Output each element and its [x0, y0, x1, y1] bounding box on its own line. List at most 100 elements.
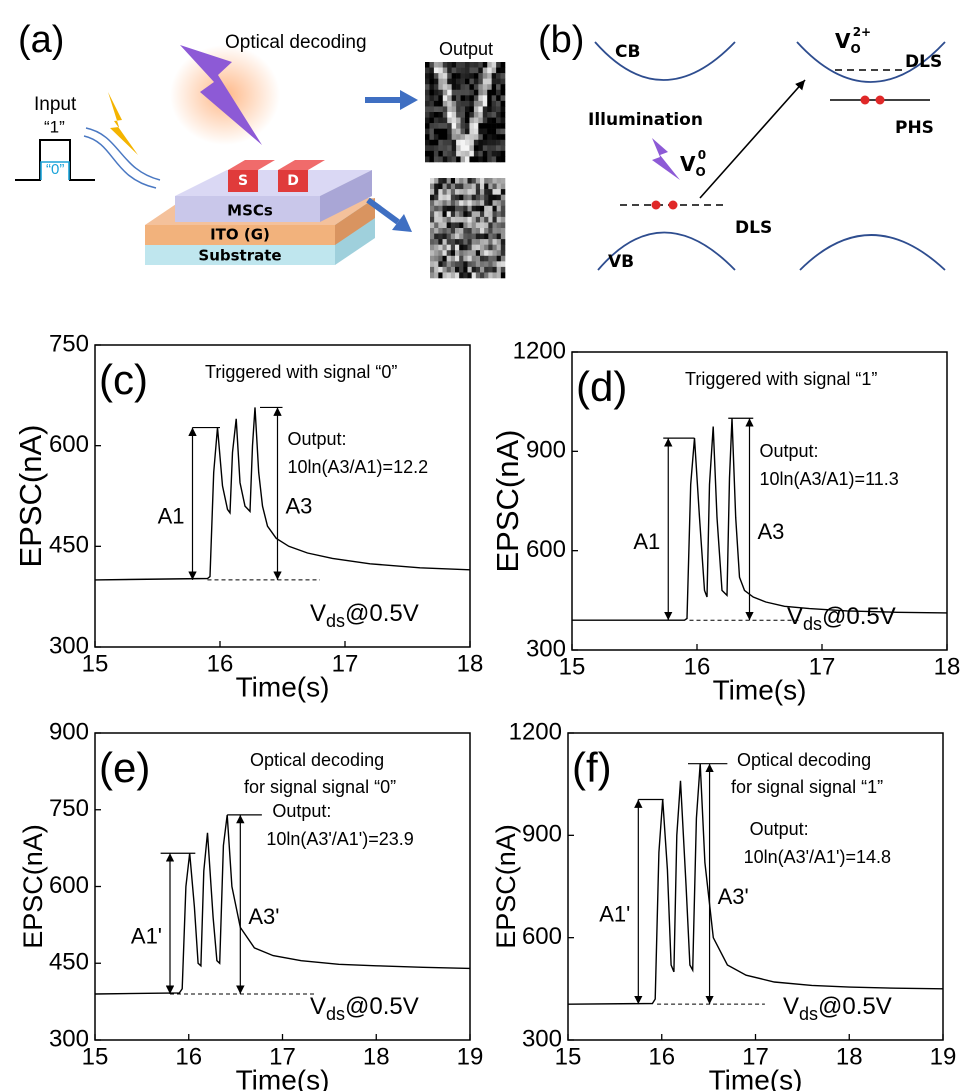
pixel — [438, 178, 442, 184]
pixel — [497, 267, 501, 273]
y-tick-label: 600 — [522, 923, 562, 950]
pixel — [429, 101, 434, 107]
arrow-head — [400, 90, 418, 110]
pixel — [451, 217, 455, 223]
pixel — [478, 123, 483, 129]
bias-symbol: V — [310, 993, 326, 1020]
pixel — [497, 217, 501, 223]
pixel — [443, 95, 448, 101]
pixel — [487, 79, 492, 85]
pixel — [455, 178, 459, 184]
pixel — [455, 195, 459, 201]
pixel — [434, 267, 438, 273]
pixel — [469, 123, 474, 129]
pixel — [472, 272, 476, 278]
pixel — [492, 73, 497, 79]
x-tick-label: 19 — [930, 1043, 957, 1070]
pixel — [487, 101, 492, 107]
pixel — [474, 73, 479, 79]
pixel — [488, 267, 492, 273]
pixel — [478, 118, 483, 124]
pixel — [425, 101, 430, 107]
pixel — [425, 112, 430, 118]
pixel — [469, 129, 474, 135]
panel-a: (a) Optical decoding Input “1” “0” S D M… — [15, 19, 505, 278]
pixel — [501, 261, 505, 267]
signal-zero: “0” — [46, 161, 64, 178]
pixel — [488, 200, 492, 206]
pixel — [455, 261, 459, 267]
pixel — [480, 195, 484, 201]
pixel — [452, 112, 457, 118]
pixel — [434, 200, 438, 206]
symbol: V — [680, 152, 696, 176]
y-axis-title: EPSC(nA) — [490, 430, 525, 573]
pixel — [443, 184, 447, 190]
pixel — [459, 234, 463, 240]
pixel — [469, 95, 474, 101]
pixel — [451, 195, 455, 201]
pixel — [487, 62, 492, 68]
pixel — [476, 267, 480, 273]
y-tick-label: 450 — [49, 949, 89, 976]
pixel — [438, 239, 442, 245]
pixel — [483, 140, 488, 146]
pixel — [492, 118, 497, 124]
pixel — [447, 73, 452, 79]
pixel — [452, 101, 457, 107]
x-tick-label: 16 — [207, 650, 234, 677]
pixel — [483, 123, 488, 129]
pixel — [487, 118, 492, 124]
pixel — [501, 73, 506, 79]
arrow-label: A1 — [633, 529, 660, 554]
signal-one: “1” — [44, 117, 65, 136]
pixel — [497, 234, 501, 240]
pixel — [501, 68, 506, 74]
pixel — [496, 145, 501, 151]
pixel — [434, 68, 439, 74]
bias-subscript: ds — [326, 611, 345, 631]
y-axis-title: EPSC(nA) — [13, 425, 48, 568]
pixel — [480, 234, 484, 240]
pixel — [493, 256, 497, 262]
pixel — [451, 178, 455, 184]
pixel — [438, 106, 443, 112]
pixel — [484, 217, 488, 223]
pixel — [443, 222, 447, 228]
pixel — [461, 145, 466, 151]
pixel — [492, 84, 497, 90]
pixel — [438, 73, 443, 79]
pixel — [430, 200, 434, 206]
pixel — [501, 106, 506, 112]
pixel — [456, 156, 461, 162]
pixel — [443, 118, 448, 124]
pixel — [468, 178, 472, 184]
pixel — [496, 95, 501, 101]
pixel — [463, 200, 467, 206]
y-tick-label: 600 — [49, 431, 89, 458]
pixel — [487, 84, 492, 90]
pixel — [430, 239, 434, 245]
panel-label: (a) — [18, 19, 64, 61]
pixel — [443, 101, 448, 107]
output-text: Output: — [750, 819, 809, 839]
pixel — [496, 151, 501, 157]
pixel — [480, 189, 484, 195]
pixel — [492, 62, 497, 68]
pixel — [484, 222, 488, 228]
pixel — [480, 217, 484, 223]
pixel — [488, 206, 492, 212]
pixel — [478, 156, 483, 162]
pixel — [434, 195, 438, 201]
pixel — [501, 222, 505, 228]
y-tick-label: 900 — [49, 718, 89, 745]
pixel — [425, 151, 430, 157]
pixel — [438, 245, 442, 251]
pixel — [438, 267, 442, 273]
pixel — [501, 129, 506, 135]
pixel — [483, 68, 488, 74]
pixel — [478, 73, 483, 79]
pixel — [429, 106, 434, 112]
pixel — [438, 145, 443, 151]
pixel — [474, 112, 479, 118]
